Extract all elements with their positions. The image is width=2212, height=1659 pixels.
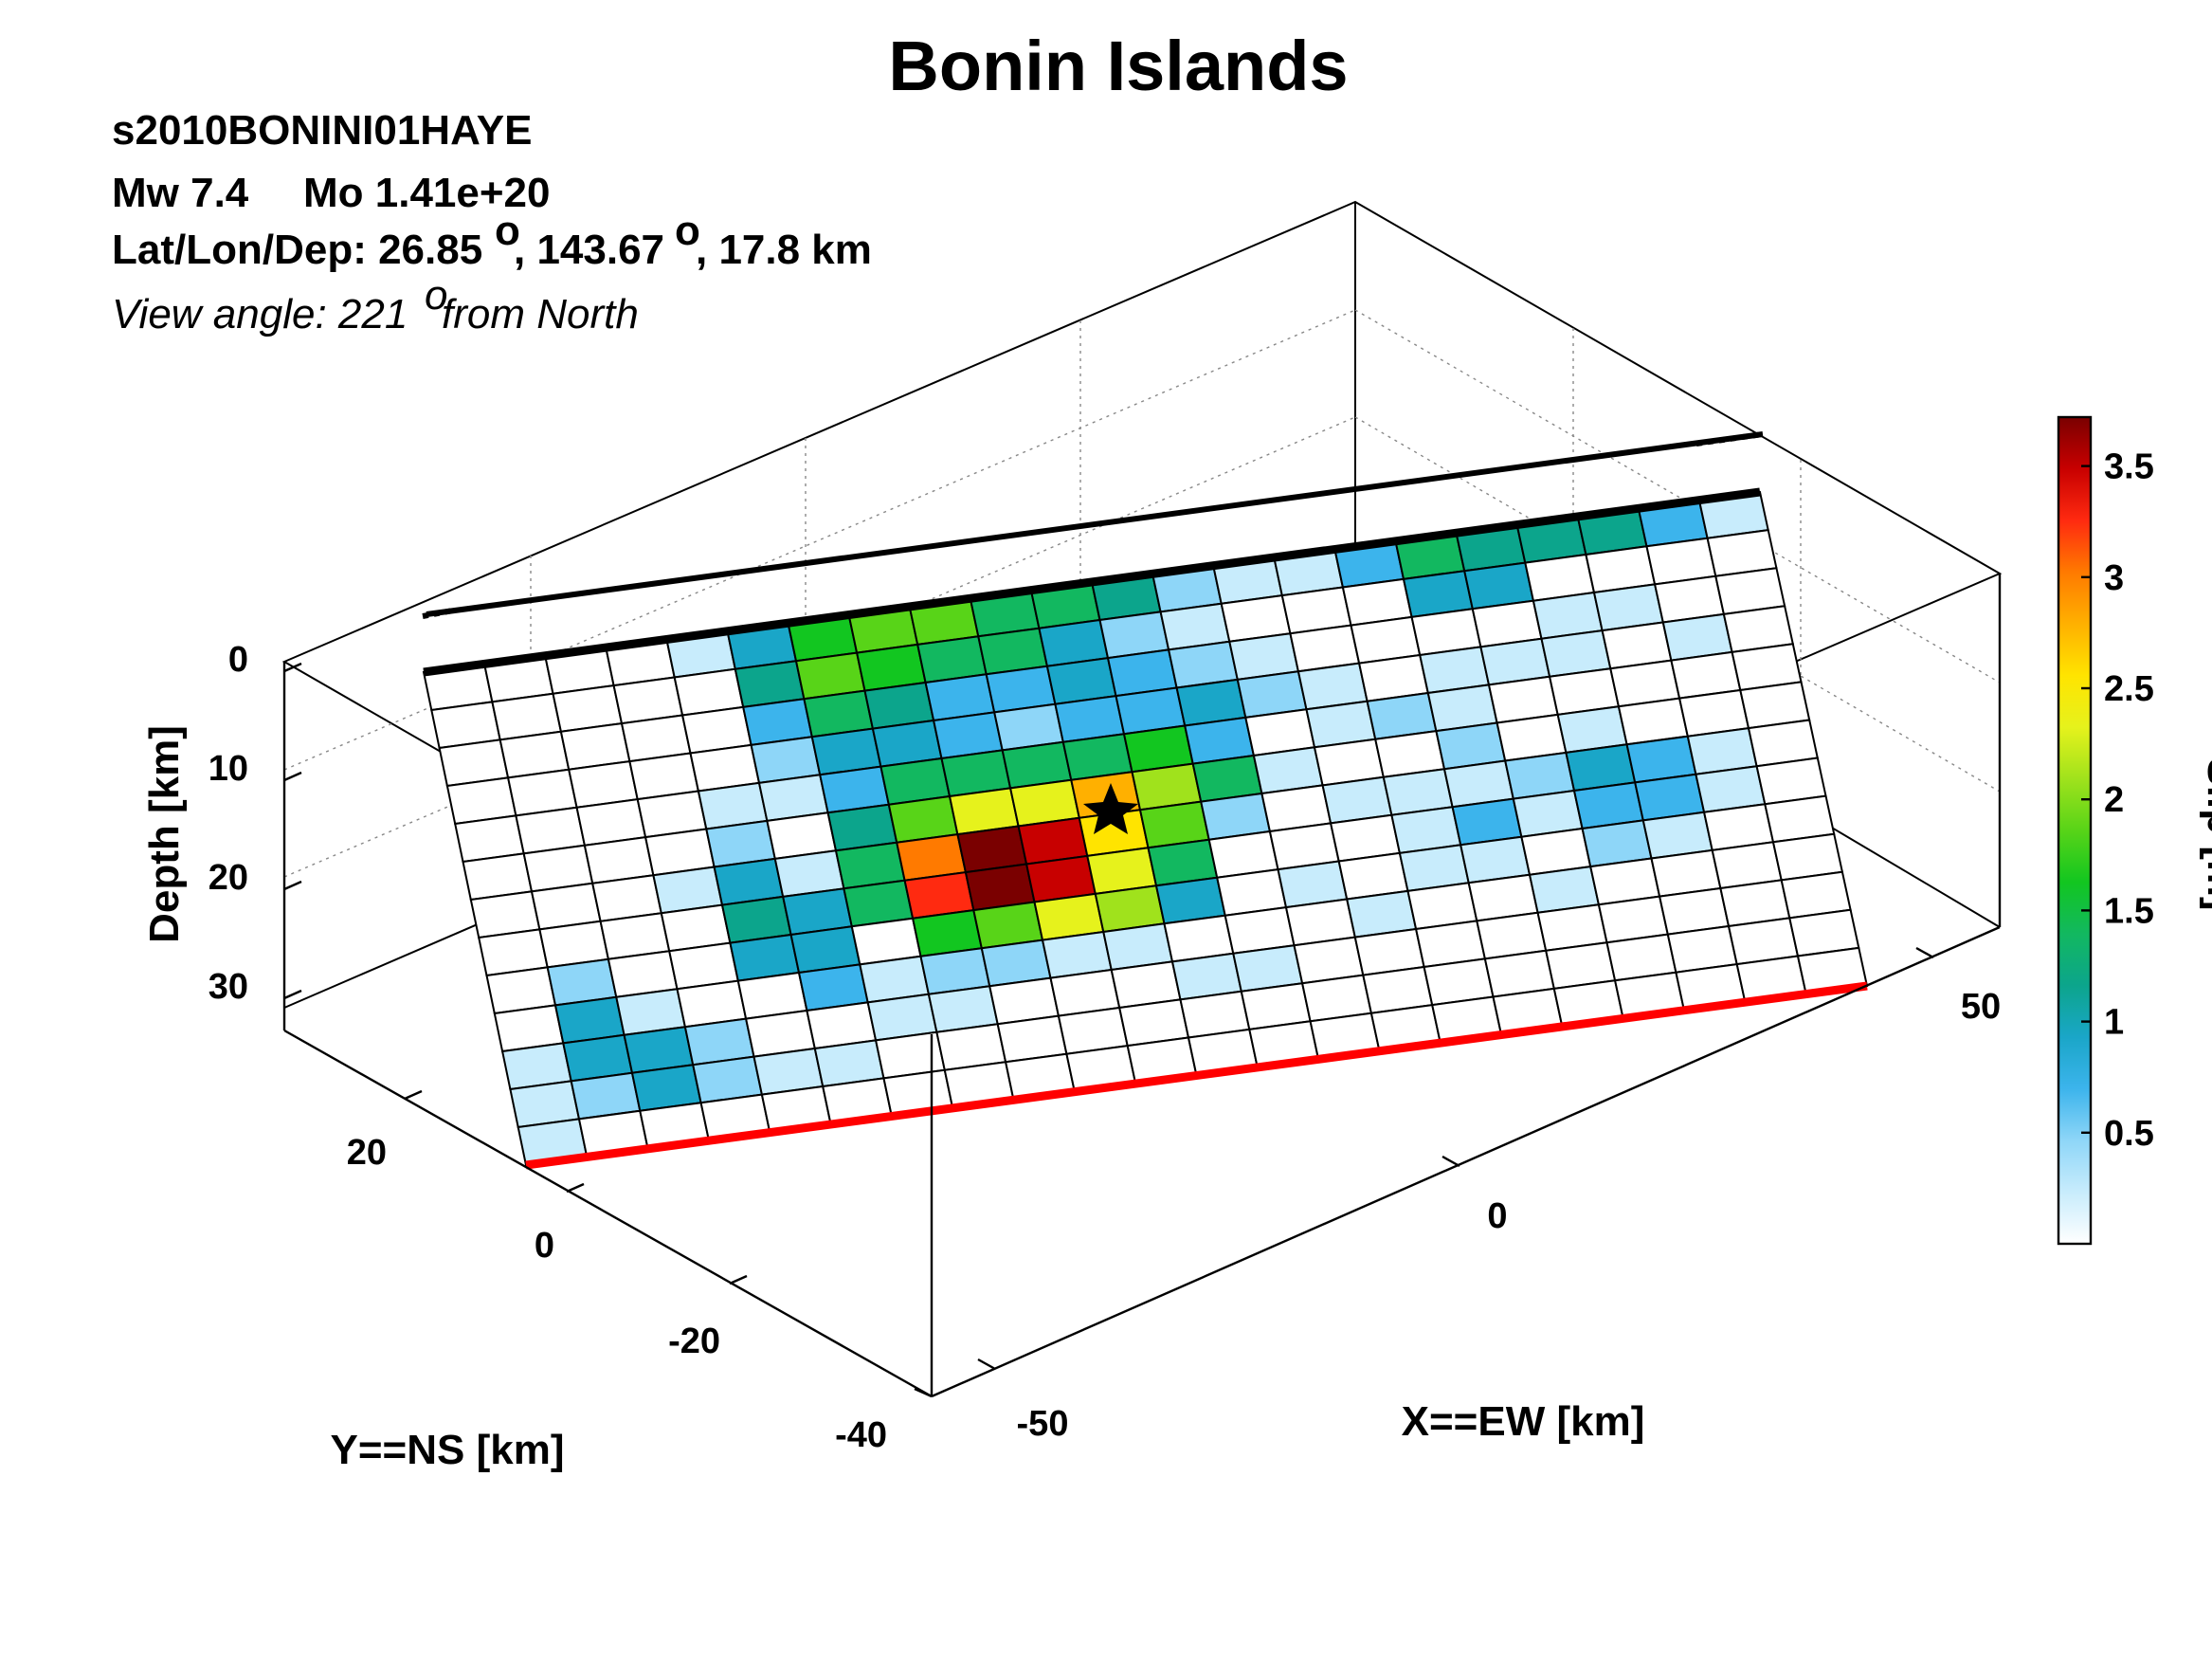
- ns-tick-label: -20: [668, 1322, 720, 1361]
- colorbar-tick-label: 0.5: [2104, 1114, 2154, 1154]
- location-lon: , 143.67: [514, 227, 664, 273]
- colorbar-label: Slip [m]: [2199, 757, 2212, 910]
- colorbar-ticks: 0.5 1 1.5 2 2.5 3 3.5: [2081, 447, 2154, 1154]
- colorbar-gradient: [2057, 415, 2093, 1246]
- hypocenter-star: [1083, 783, 1138, 834]
- trench-projection-line: [426, 431, 1764, 617]
- depth-tick-label: 30: [209, 967, 248, 1007]
- depth-tick-label: 0: [228, 640, 248, 680]
- magnitude: Mw 7.4: [112, 170, 249, 216]
- box-front-bottom-right: [931, 925, 2001, 1398]
- view-angle-prefix: View angle: 221: [112, 291, 408, 337]
- ew-tick-label: 50: [1961, 987, 2001, 1027]
- colorbar-tick-label: 2: [2104, 780, 2124, 820]
- box-front: [282, 574, 2002, 1398]
- ew-axis: -50 0 50 X==EW [km]: [1017, 987, 2002, 1445]
- colorbar-tick-label: 1: [2104, 1003, 2124, 1043]
- box-front-bottom-left: [283, 1029, 933, 1398]
- trench-projection-dash-left: [422, 608, 454, 619]
- colorbar-tick-label: 3: [2104, 558, 2124, 598]
- ns-axis: 20 0 -20 -40 Y==NS [km]: [331, 1133, 887, 1473]
- view-angle-line: View angle: 221 o from North: [112, 272, 639, 337]
- colorbar-tick-label: 3.5: [2104, 447, 2154, 487]
- colorbar-tick-label: 2.5: [2104, 669, 2154, 709]
- tick-marks: [283, 662, 1934, 1398]
- location-line: Lat/Lon/Dep: 26.85 o , 143.67 o , 17.8 k…: [112, 208, 872, 273]
- fault-top-edge: [423, 487, 1761, 677]
- ew-tick-label: -50: [1017, 1404, 1069, 1444]
- depth-axis-label: Depth [km]: [141, 725, 188, 943]
- colorbar: 0.5 1 1.5 2 2.5 3 3.5 Slip [m]: [2057, 415, 2212, 1246]
- ns-tick-label: 0: [535, 1226, 554, 1266]
- depth-axis: 0 10 20 30 Depth [km]: [141, 640, 248, 1007]
- chart-title: Bonin Islands: [888, 27, 1348, 105]
- view-angle-degree: o: [425, 272, 447, 319]
- ns-tick-label: 20: [347, 1133, 387, 1173]
- colorbar-tick-label: 1.5: [2104, 891, 2154, 931]
- view-angle-suffix: from North: [442, 291, 639, 337]
- degree-mark-lat: o: [495, 208, 520, 254]
- ew-tick-label: 0: [1487, 1196, 1507, 1236]
- location-prefix: Lat/Lon/Dep: 26.85: [112, 227, 482, 273]
- fault-bottom-edge: [525, 981, 1868, 1170]
- ns-tick-label: -40: [835, 1415, 887, 1455]
- event-id: s2010BONINI01HAYE: [112, 107, 533, 154]
- fault-plane: [422, 490, 1869, 1167]
- depth-tick-label: 10: [209, 749, 248, 789]
- ns-axis-label: Y==NS [km]: [331, 1427, 565, 1473]
- depth-tick-label: 20: [209, 858, 248, 898]
- location-suffix: , 17.8 km: [696, 227, 872, 273]
- moment: Mo 1.41e+20: [303, 170, 551, 216]
- degree-mark-lon: o: [675, 208, 700, 254]
- ew-axis-label: X==EW [km]: [1402, 1398, 1645, 1445]
